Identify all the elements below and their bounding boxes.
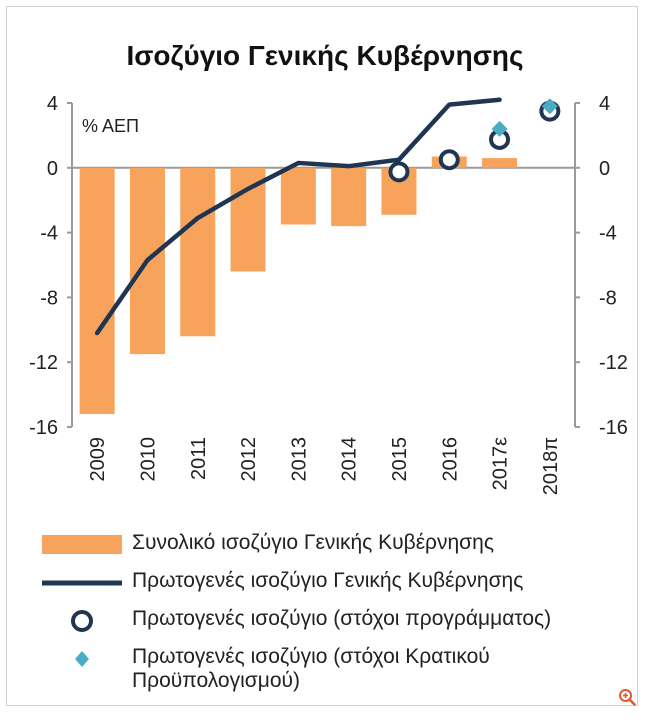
x-tick-label: 2010: [137, 437, 159, 482]
x-tick-label: 2016: [439, 437, 461, 482]
legend-circle-swatch: [71, 610, 93, 632]
y-tick-label-right: 4: [599, 93, 610, 115]
y-tick-label-right: -8: [599, 287, 617, 309]
unit-label: % ΑΕΠ: [82, 116, 139, 136]
legend-label: Πρωτογενές ισοζύγιο (στόχοι προγράμματος…: [132, 607, 552, 630]
legend-label: Συνολικό ισοζύγιο Γενικής Κυβέρνησης: [132, 531, 494, 554]
legend-bar-swatch: [42, 535, 122, 554]
target-diamond-point: [541, 98, 558, 115]
legend-diamond-swatch: [75, 651, 89, 667]
x-tick-label: 2015: [389, 437, 411, 482]
chart-frame: [6, 6, 638, 706]
y-tick-label-left: 4: [47, 93, 58, 115]
y-tick-label-left: -16: [29, 417, 58, 439]
legend-label-line1: Πρωτογενές ισοζύγιο (στόχοι Κρατικού: [132, 645, 490, 668]
y-tick-label-right: -4: [599, 223, 617, 245]
target-diamond-point: [491, 120, 508, 137]
legend-label-line2: Προϋπολογισμού): [132, 669, 300, 692]
y-tick-label-left: -4: [40, 223, 58, 245]
x-tick-label: 2011: [188, 437, 210, 480]
target-circle-point: [438, 149, 460, 171]
x-tick-label: 2017ε: [490, 437, 512, 490]
y-tick-label-right: -16: [599, 417, 628, 439]
bar: [331, 167, 367, 227]
bar: [482, 158, 518, 168]
bar: [180, 167, 216, 337]
legend-item-program-targets: Πρωτογενές ισοζύγιο (στόχοι προγράμματος…: [38, 601, 638, 639]
zoom-icon[interactable]: [618, 688, 636, 706]
bar: [280, 167, 316, 225]
legend-item-budget-targets: Πρωτογενές ισοζύγιο (στόχοι Κρατικού Προ…: [38, 639, 638, 709]
y-tick-label-right: -12: [599, 352, 628, 374]
x-tick-label: 2014: [339, 437, 361, 482]
series-line: [94, 97, 502, 336]
x-tick-label: 2018π: [540, 437, 562, 495]
y-tick-label-left: -8: [40, 287, 58, 309]
legend-item-primary-balance: Πρωτογενές ισοζύγιο Γενικής Κυβέρνησης: [38, 563, 638, 601]
legend-item-total-balance: Συνολικό ισοζύγιο Γενικής Κυβέρνησης: [38, 525, 638, 563]
x-tick-label: 2012: [238, 437, 260, 482]
target-circle-point: [388, 161, 410, 183]
legend-label: Πρωτογενές ισοζύγιο Γενικής Κυβέρνησης: [132, 569, 524, 592]
legend-label: Πρωτογενές ισοζύγιο (στόχοι Κρατικού Προ…: [132, 645, 490, 693]
y-tick-label-left: -12: [29, 352, 58, 374]
chart-plot: 4 4 0 0 -4 -4 -8 -8 -12 -12 -16 -16 % ΑΕΠ 2009 2010 201…: [29, 93, 628, 495]
legend-line-swatch: [42, 580, 122, 586]
y-tick-label-right: 0: [599, 158, 610, 180]
chart-legend: Συνολικό ισοζύγιο Γενικής Κυβέρνησης Πρω…: [38, 525, 638, 709]
x-tick-label: 2013: [288, 437, 310, 482]
y-tick-label-left: 0: [47, 158, 58, 180]
bar: [79, 167, 115, 415]
x-tick-label: 2009: [87, 437, 109, 482]
chart-title: Ισοζύγιο Γενικής Κυβέρνησης: [126, 40, 524, 71]
